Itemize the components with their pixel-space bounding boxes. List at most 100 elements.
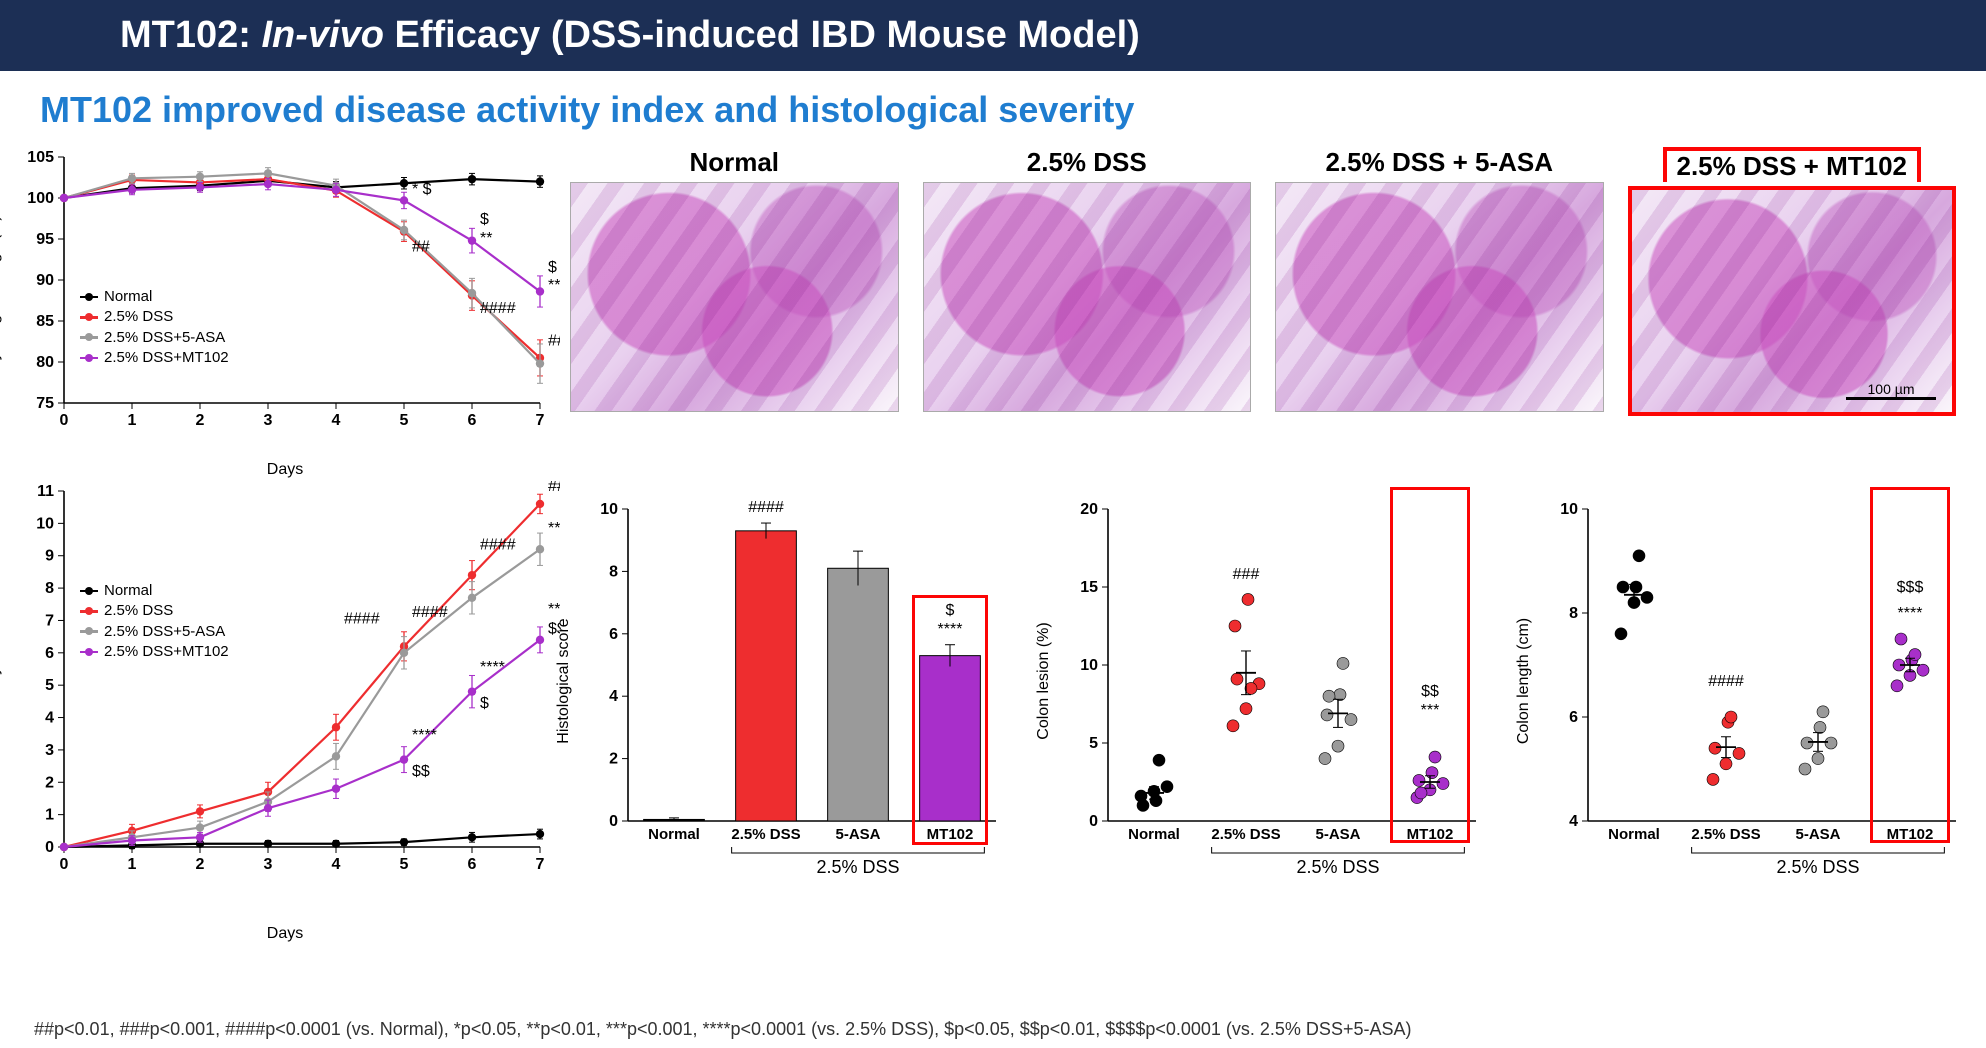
legend-item-mt102: 2.5% DSS+MT102 (80, 348, 229, 368)
slide-subtitle: MT102 improved disease activity index an… (40, 89, 1986, 131)
colon-lesion-chart: 05101520Normal2.5% DSS5-ASAMT1022.5% DSS… (1050, 481, 1490, 881)
legend-item-normal: Normal (80, 287, 229, 307)
svg-text:$: $ (548, 259, 557, 276)
svg-text:3: 3 (45, 742, 54, 759)
svg-text:100: 100 (27, 190, 54, 207)
svg-text:1: 1 (128, 412, 137, 429)
histology-image-placeholder (1275, 182, 1604, 412)
svg-text:5: 5 (400, 856, 409, 873)
svg-text:****: **** (412, 727, 437, 744)
svg-text:####: #### (548, 333, 560, 350)
body-weight-chart: 758085909510010501234567* $##$**####$**#… (0, 147, 570, 457)
histology-row: Normal 2.5% DSS 2.5% DSS + 5-ASA 2.5% DSS +… (570, 147, 1986, 457)
svg-text:**: ** (548, 277, 560, 294)
svg-text:####: #### (1708, 673, 1744, 690)
svg-text:10: 10 (36, 515, 54, 532)
svg-text:10: 10 (600, 501, 618, 518)
svg-text:####: #### (480, 536, 516, 553)
svg-text:11: 11 (37, 483, 54, 500)
histology-panel-2: 2.5% DSS + 5-ASA (1275, 147, 1604, 416)
svg-text:7: 7 (536, 856, 545, 873)
svg-text:6: 6 (609, 626, 618, 643)
svg-text:####: #### (748, 499, 784, 516)
svg-text:5: 5 (45, 677, 54, 694)
histology-image-placeholder (923, 182, 1252, 412)
histology-label: 2.5% DSS (923, 147, 1252, 178)
svg-text:####: #### (344, 611, 380, 628)
svg-text:8: 8 (609, 563, 618, 580)
histology-label: Normal (570, 147, 899, 178)
svg-text:5-ASA: 5-ASA (1315, 826, 1360, 843)
svg-text:4: 4 (609, 688, 618, 705)
svg-text:2.5% DSS: 2.5% DSS (731, 826, 800, 843)
svg-text:2.5% DSS: 2.5% DSS (1691, 826, 1760, 843)
svg-text:8: 8 (1569, 605, 1578, 622)
svg-text:2: 2 (196, 856, 205, 873)
svg-text:2: 2 (45, 774, 54, 791)
svg-text:$: $ (480, 695, 489, 712)
dai-legend: Normal2.5% DSS2.5% DSS+5-ASA2.5% DSS+MT1… (80, 581, 229, 662)
svg-text:6: 6 (468, 412, 477, 429)
svg-text:10: 10 (1560, 501, 1578, 518)
slide-title-bar: MT102: In-vivo Efficacy (DSS-induced IBD… (0, 0, 1986, 71)
svg-text:3: 3 (264, 412, 273, 429)
svg-text:6: 6 (468, 856, 477, 873)
svg-text:**: ** (548, 520, 560, 537)
histology-panel-1: 2.5% DSS (923, 147, 1252, 416)
svg-text:2.5% DSS: 2.5% DSS (1296, 857, 1379, 877)
svg-text:7: 7 (45, 612, 54, 629)
svg-text:##: ## (412, 238, 430, 255)
svg-text:80: 80 (36, 354, 54, 371)
svg-text:6: 6 (45, 645, 54, 662)
svg-text:4: 4 (332, 856, 341, 873)
svg-text:Normal: Normal (648, 826, 700, 843)
svg-text:95: 95 (36, 231, 54, 248)
legend-item-asa: 2.5% DSS+5-ASA (80, 622, 229, 642)
histology-label: 2.5% DSS + 5-ASA (1275, 147, 1604, 178)
title-suffix: Efficacy (DSS-induced IBD Mouse Model) (384, 14, 1140, 56)
svg-text:Normal: Normal (1128, 826, 1180, 843)
svg-text:5-ASA: 5-ASA (835, 826, 880, 843)
svg-text:2: 2 (609, 751, 618, 768)
colon-length-chart: 46810Normal2.5% DSS5-ASAMT1022.5% DSS###… (1530, 481, 1970, 881)
svg-text:0: 0 (1089, 813, 1098, 830)
svg-text:7: 7 (536, 412, 545, 429)
svg-text:4: 4 (45, 710, 54, 727)
svg-text:2: 2 (196, 412, 205, 429)
svg-text:1: 1 (45, 807, 54, 824)
scalebar: 100 µm (1846, 381, 1936, 400)
svg-text:####: #### (480, 300, 516, 317)
svg-text:105: 105 (27, 149, 54, 166)
bw-ylabel: Body weight change (%) (0, 215, 3, 388)
svg-text:10: 10 (1080, 657, 1098, 674)
legend-item-normal: Normal (80, 581, 229, 601)
svg-text:4: 4 (332, 412, 341, 429)
dai-xlabel: Days (267, 925, 303, 943)
svg-text:###: ### (1233, 566, 1260, 583)
svg-text:* $: * $ (412, 181, 432, 198)
svg-text:0: 0 (609, 813, 618, 830)
svg-text:**: ** (480, 230, 492, 247)
svg-text:####: #### (412, 604, 448, 621)
svg-text:6: 6 (1569, 709, 1578, 726)
svg-text:****: **** (548, 601, 560, 618)
svg-text:4: 4 (1569, 813, 1578, 830)
svg-text:0: 0 (60, 856, 69, 873)
p-value-footnote: ##p<0.01, ###p<0.001, ####p<0.0001 (vs. … (34, 1019, 1411, 1040)
svg-text:9: 9 (45, 548, 54, 565)
length-ylabel: Colon length (cm) (1515, 618, 1533, 744)
svg-text:2.5% DSS: 2.5% DSS (816, 857, 899, 877)
histology-label: 2.5% DSS + MT102 (1663, 147, 1922, 182)
legend-item-dss: 2.5% DSS (80, 601, 229, 621)
lesion-ylabel: Colon lesion (%) (1035, 622, 1053, 739)
svg-text:0: 0 (45, 839, 54, 856)
svg-text:1: 1 (128, 856, 137, 873)
svg-text:5: 5 (400, 412, 409, 429)
histology-image-placeholder: 100 µm (1628, 186, 1957, 416)
svg-text:5-ASA: 5-ASA (1795, 826, 1840, 843)
svg-text:85: 85 (36, 313, 54, 330)
histological-score-chart: 0246810Normal2.5% DSS5-ASAMT1022.5% DSS#… (570, 481, 1010, 881)
histology-image-placeholder (570, 182, 899, 412)
svg-text:90: 90 (36, 272, 54, 289)
svg-text:2.5% DSS: 2.5% DSS (1211, 826, 1280, 843)
